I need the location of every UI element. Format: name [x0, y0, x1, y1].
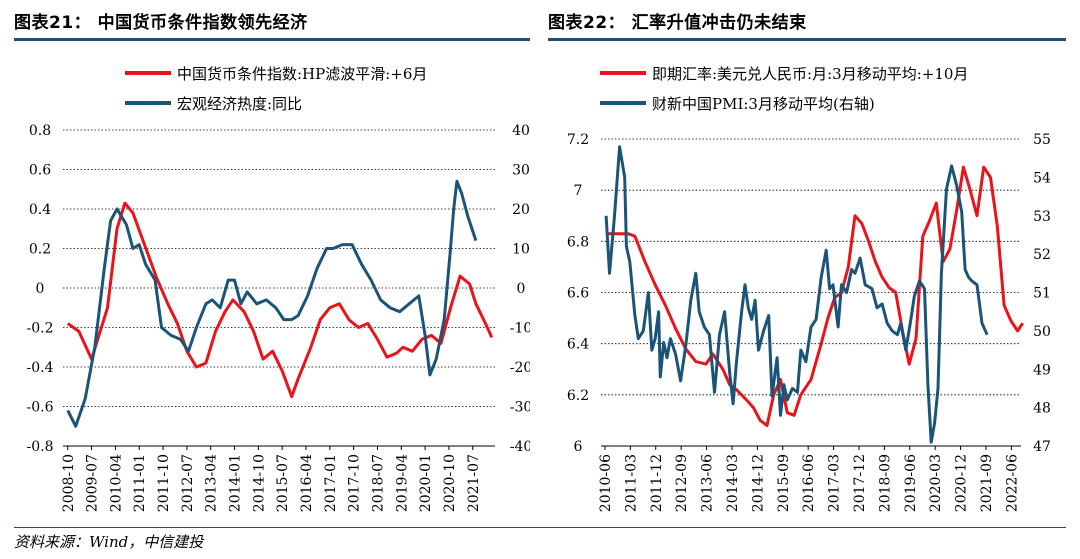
- x-axis-tick-label: 2017-03: [827, 454, 843, 512]
- left-legend-label: 中国货币条件指数:HP滤波平滑:+6月: [177, 65, 427, 83]
- left-axis-tick-label: -0.4: [27, 360, 54, 376]
- right-axis-tick-label: -10: [510, 321, 530, 337]
- right-chart: 7.2 7 6.8 6.6 6.4 6.2 6 55 54 53 52 51 50 49 48 47 2010-…: [567, 65, 1051, 512]
- source-note: 资料来源：Wind，中信建投: [14, 533, 204, 551]
- right-axis-tick-label: -20: [510, 360, 530, 376]
- x-axis-tick-label: 2021-07: [466, 454, 482, 512]
- left-axis-tick-label: 0.8: [29, 123, 51, 139]
- x-axis-tick-label: 2008-10: [61, 454, 77, 512]
- right-series-blue-line: [604, 145, 989, 444]
- left-axis-tick-label: 7.2: [567, 132, 589, 148]
- x-axis-tick-label: 2010-06: [598, 454, 614, 512]
- right-axis-tick-label: 48: [1033, 401, 1051, 417]
- right-axis-tick-label: 55: [1033, 132, 1051, 148]
- x-axis-tick-label: 2011-03: [623, 454, 639, 512]
- x-axis-tick-label: 2017-10: [347, 454, 363, 512]
- footer-rule: [14, 527, 1066, 528]
- left-axis-tick-label: 0.6: [29, 163, 51, 179]
- x-axis-tick-label: 2016-04: [299, 454, 315, 512]
- x-axis-tick-label: 2011-10: [156, 454, 172, 512]
- left-axis-tick-label: 0.2: [29, 242, 51, 258]
- x-axis-tick-label: 2020-01: [418, 454, 434, 512]
- left-chart-title: 图表21： 中国货币条件指数领先经济: [14, 13, 308, 33]
- x-axis-tick-label: 2013-06: [700, 454, 716, 512]
- x-axis-tick-label: 2020-03: [928, 454, 944, 512]
- x-axis-tick-label: 2012-07: [180, 454, 196, 512]
- right-axis-tick-label: 51: [1033, 286, 1051, 302]
- right-axis-tick-label: 52: [1033, 247, 1051, 263]
- right-axis-tick-label: -40: [510, 439, 530, 455]
- right-axis-tick-label: 47: [1033, 439, 1051, 455]
- left-axis-tick-label: 6.8: [567, 234, 589, 250]
- x-axis-tick-label: 2011-12: [649, 454, 665, 512]
- x-axis-tick-label: 2014-10: [251, 454, 267, 512]
- x-axis-tick-label: 2018-07: [370, 454, 386, 512]
- left-axis-tick-label: 6.4: [567, 337, 589, 353]
- right-axis-tick-label: 53: [1033, 209, 1051, 225]
- right-axis-tick-label: 49: [1033, 362, 1051, 378]
- right-title-rule: [548, 38, 1066, 41]
- right-axis-tick-label: 10: [512, 242, 530, 258]
- left-axis-tick-label: -0.6: [27, 400, 54, 416]
- left-title-rule: [14, 38, 530, 41]
- left-axis-tick-label: 6: [574, 439, 583, 455]
- left-axis-tick-label: 0: [36, 281, 45, 297]
- x-axis-tick-label: 2014-03: [725, 454, 741, 512]
- x-axis-tick-label: 2019-04: [394, 454, 410, 512]
- left-axis-tick-label: 0.4: [29, 202, 51, 218]
- x-axis-tick-label: 2015-07: [275, 454, 291, 512]
- right-axis-tick-label: 54: [1033, 170, 1051, 186]
- x-axis-tick-label: 2020-12: [954, 454, 970, 512]
- right-axis-tick-label: -30: [510, 400, 530, 416]
- right-chart-title: 图表22： 汇率升值冲击仍未结束: [548, 13, 807, 33]
- x-axis-tick-label: 2014-12: [750, 454, 766, 512]
- right-axis-tick-label: 40: [512, 123, 530, 139]
- x-axis-tick-label: 2021-09: [979, 454, 995, 512]
- right-legend-label: 即期汇率:美元兑人民币:月:3月移动平均:+10月: [652, 65, 968, 83]
- x-axis-tick-label: 2011-01: [132, 454, 148, 512]
- x-axis-tick-label: 2012-09: [674, 454, 690, 512]
- x-axis-tick-label: 2020-10: [442, 454, 458, 512]
- right-legend-label: 财新中国PMI:3月移动平均(右轴): [652, 95, 875, 113]
- left-series-blue-line: [66, 179, 478, 428]
- x-axis-tick-label: 2022-06: [1004, 454, 1020, 512]
- x-axis-tick-label: 2015-09: [776, 454, 792, 512]
- left-axis-tick-label: -0.8: [27, 439, 54, 455]
- left-axis-tick-label: 6.2: [567, 388, 589, 404]
- x-axis-tick-label: 2018-09: [877, 454, 893, 512]
- left-legend-label: 宏观经济热度:同比: [177, 95, 302, 113]
- x-axis-tick-label: 2016-06: [801, 454, 817, 512]
- right-axis-tick-label: 20: [512, 202, 530, 218]
- left-chart: 0.8 0.6 0.4 0.2 0 -0.2 -0.4 -0.6 -0.8 40 30 20 10 0 -1…: [27, 65, 531, 512]
- left-series-red-line: [66, 201, 494, 399]
- x-axis-tick-label: 2017-12: [852, 454, 868, 512]
- x-axis-tick-label: 2019-06: [903, 454, 919, 512]
- left-axis-tick-label: -0.2: [27, 321, 54, 337]
- x-axis-tick-label: 2009-07: [85, 454, 101, 512]
- right-axis-tick-label: 50: [1033, 324, 1051, 340]
- left-axis-tick-label: 7: [574, 183, 583, 199]
- x-axis-tick-label: 2010-04: [108, 454, 124, 512]
- x-axis-tick-label: 2017-01: [323, 454, 339, 512]
- right-axis-tick-label: 30: [512, 163, 530, 179]
- x-axis-tick-label: 2013-04: [204, 454, 220, 512]
- left-axis-tick-label: 6.6: [567, 286, 589, 302]
- right-axis-tick-label: 0: [517, 281, 526, 297]
- x-axis-tick-label: 2014-01: [228, 454, 244, 512]
- right-series-red-line: [606, 165, 1024, 427]
